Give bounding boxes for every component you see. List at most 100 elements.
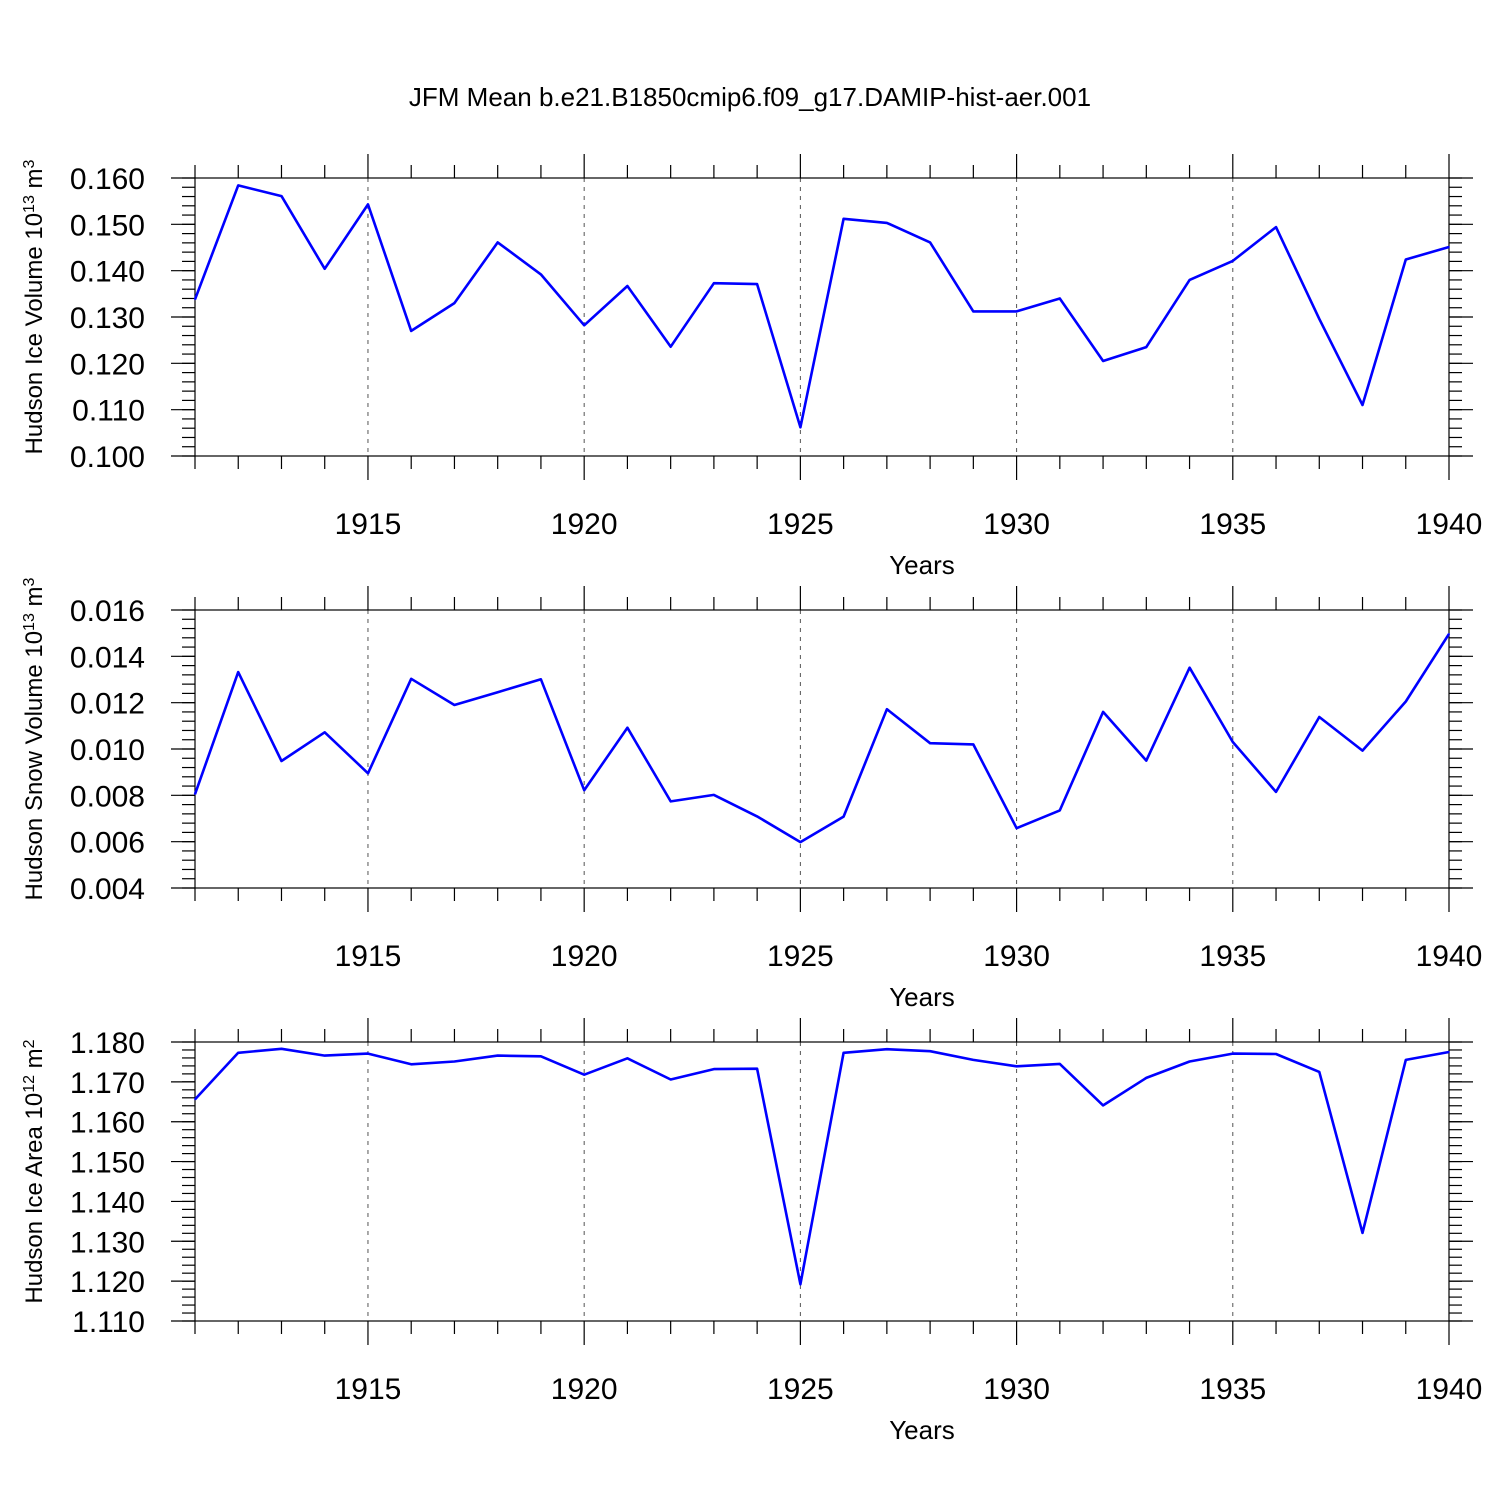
ytick-label: 0.008 <box>70 780 145 813</box>
xtick-label: 1915 <box>335 940 402 973</box>
data-point <box>626 285 629 287</box>
data-point <box>713 282 715 284</box>
ytick-label: 0.012 <box>70 688 145 721</box>
data-point <box>756 815 758 818</box>
xtick-label: 1940 <box>1416 940 1483 973</box>
xtick-label: 1930 <box>983 940 1050 973</box>
data-point <box>1404 258 1407 261</box>
xtick-label: 1915 <box>335 1373 402 1406</box>
data-point <box>756 283 758 285</box>
ytick-label: 0.100 <box>70 441 145 474</box>
data-point <box>626 1057 629 1060</box>
chart-panel-1: 0.100 0.110 0.120 0.130 0.140 0.150 0.160 1915 1… <box>21 154 1483 580</box>
data-point <box>1145 1077 1148 1079</box>
data-point <box>1059 297 1061 300</box>
data-point <box>1231 1052 1234 1055</box>
data-point <box>1318 1071 1321 1073</box>
data-point <box>323 731 326 734</box>
data-point <box>237 1051 240 1054</box>
ytick-label: 0.160 <box>70 163 145 196</box>
plot-frame <box>194 1041 1450 1322</box>
xtick-label: 1935 <box>1199 940 1266 973</box>
data-point <box>929 742 931 745</box>
data-point <box>540 1055 542 1058</box>
data-point <box>1059 1063 1061 1065</box>
data-point <box>929 1050 931 1052</box>
ytick-label: 1.110 <box>72 1306 145 1339</box>
data-point <box>1275 226 1277 228</box>
data-point <box>1361 749 1364 752</box>
data-point <box>323 1054 326 1057</box>
data-point <box>1059 809 1061 812</box>
data-point <box>1015 1065 1018 1068</box>
data-point <box>1145 346 1148 348</box>
data-point <box>842 815 845 818</box>
data-point <box>1102 360 1104 362</box>
data-point <box>799 426 802 429</box>
ytick-label: 0.014 <box>70 641 145 674</box>
data-point <box>669 1078 672 1081</box>
data-point <box>626 726 629 729</box>
data-point <box>1404 1059 1407 1061</box>
data-point <box>323 268 326 270</box>
data-point <box>1231 260 1234 262</box>
ytick-label: 1.140 <box>70 1186 145 1219</box>
data-point <box>842 217 845 220</box>
data-point <box>410 330 413 332</box>
data-point <box>799 841 802 843</box>
y-axis-label: Hudson Ice Area 1012 m2 <box>21 1039 49 1303</box>
data-point <box>972 743 975 746</box>
xtick-label: 1930 <box>983 1373 1050 1406</box>
data-point <box>280 195 283 197</box>
data-point <box>972 310 975 313</box>
series-line-1 <box>193 184 1450 429</box>
ytick-label: 1.130 <box>70 1226 145 1259</box>
xtick-label: 1930 <box>983 508 1050 541</box>
data-point <box>756 1067 758 1070</box>
data-point <box>886 222 888 224</box>
xtick-label: 1940 <box>1416 508 1483 541</box>
data-point <box>1231 741 1234 743</box>
data-point <box>1188 279 1191 281</box>
data-point <box>886 708 888 710</box>
ytick-label: 1.170 <box>70 1067 145 1100</box>
data-point <box>410 1063 413 1066</box>
data-point <box>1361 404 1364 406</box>
data-point <box>929 241 931 244</box>
ytick-label: 0.120 <box>70 348 145 381</box>
ytick-label: 0.130 <box>70 302 145 335</box>
ytick-label: 0.016 <box>70 595 145 628</box>
data-point <box>1102 711 1104 713</box>
y-axis-label: Hudson Ice Volume 1013 m3 <box>21 159 49 454</box>
xtick-label: 1925 <box>767 1373 834 1406</box>
data-point <box>713 794 715 796</box>
data-point <box>583 789 585 792</box>
data-point <box>1015 827 1018 830</box>
data-point <box>713 1068 715 1070</box>
ytick-label: 1.160 <box>70 1107 145 1140</box>
data-point <box>496 691 499 694</box>
data-point <box>669 800 672 803</box>
xtick-label: 1920 <box>551 508 618 541</box>
data-point <box>1275 791 1277 793</box>
data-point <box>1404 700 1407 703</box>
data-point <box>1015 310 1018 313</box>
x-axis-label: Years <box>889 1415 955 1445</box>
data-point <box>886 1048 888 1050</box>
data-point <box>1188 666 1191 669</box>
data-point <box>1275 1053 1277 1055</box>
data-point <box>1318 716 1321 718</box>
ytick-label: 0.110 <box>72 395 145 428</box>
xtick-label: 1925 <box>767 508 834 541</box>
data-point <box>410 678 413 680</box>
ytick-label: 0.010 <box>70 734 145 767</box>
data-point <box>1448 1051 1450 1053</box>
ytick-label: 1.150 <box>70 1147 145 1180</box>
data-point <box>669 345 672 348</box>
chart-panel-2: 0.004 0.006 0.008 0.010 0.012 0.014 0.016 1915 1… <box>21 577 1483 1012</box>
data-point <box>280 1047 283 1050</box>
data-point <box>367 203 369 206</box>
xtick-label: 1940 <box>1416 1373 1483 1406</box>
